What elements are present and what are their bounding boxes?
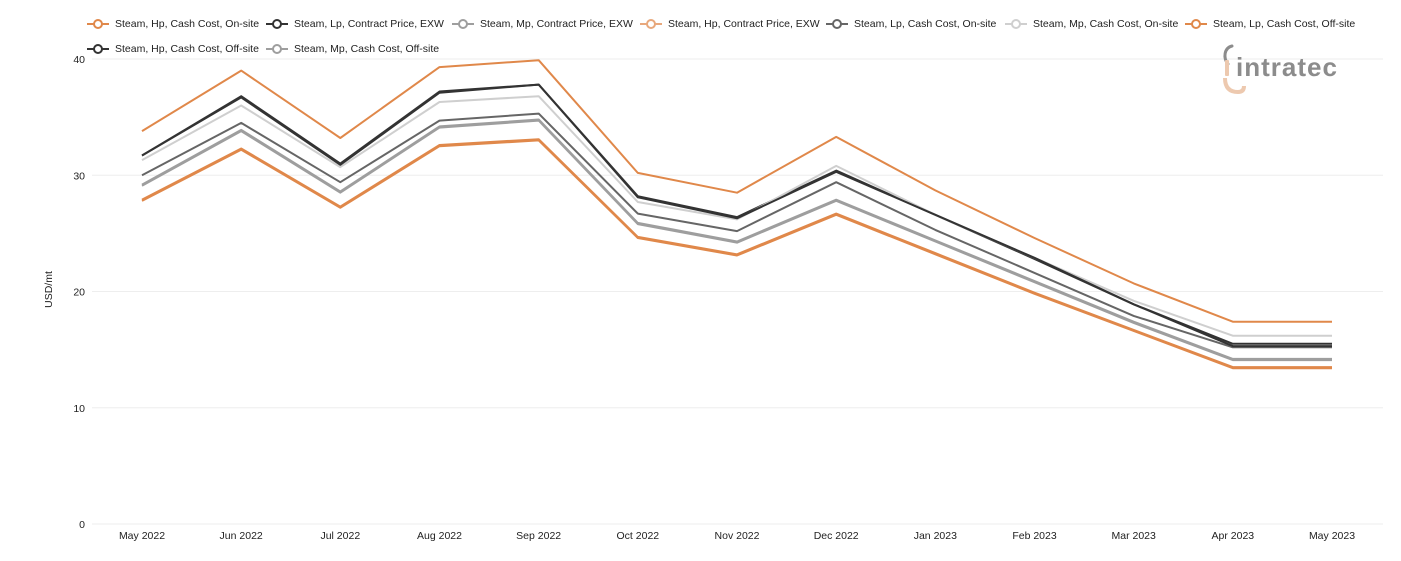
grid-lines — [92, 58, 1383, 525]
x-tick-label: May 2022 — [119, 530, 165, 542]
x-tick-label: Nov 2022 — [715, 530, 760, 542]
x-tick-label: Sep 2022 — [516, 530, 561, 542]
legend-label: Steam, Mp, Cash Cost, Off-site — [294, 43, 440, 55]
series-line-3 — [141, 118, 1332, 360]
legend-label: Steam, Lp, Cash Cost, On-site — [854, 18, 997, 30]
legend-item[interactable]: Steam, Lp, Cash Cost, Off-site — [1185, 18, 1355, 30]
legend-marker-icon — [87, 19, 109, 29]
legend-item[interactable]: Steam, Hp, Cash Cost, Off-site — [87, 43, 259, 55]
x-tick-label: Mar 2023 — [1111, 530, 1156, 542]
legend-marker-icon — [1005, 19, 1027, 29]
legend-label: Steam, Mp, Cash Cost, On-site — [1033, 18, 1179, 30]
legend-marker-icon — [266, 19, 288, 29]
x-tick-label: Jan 2023 — [914, 530, 957, 542]
series-line-1 — [141, 138, 1332, 369]
legend-marker-icon — [640, 19, 662, 29]
legend-item[interactable]: Steam, Mp, Cash Cost, On-site — [1005, 18, 1178, 30]
legend-marker-icon — [266, 44, 288, 54]
intratec-logo: intratec — [1222, 44, 1367, 96]
legend-label: Steam, Hp, Cash Cost, On-site — [115, 18, 260, 30]
y-tick-label: 40 — [73, 54, 85, 66]
legend-item[interactable]: Steam, Mp, Cash Cost, Off-site — [266, 43, 439, 55]
y-tick-label: 0 — [79, 519, 85, 531]
y-tick-label: 10 — [73, 403, 85, 415]
x-tick-label: Aug 2022 — [417, 530, 462, 542]
series-line-9 — [141, 119, 1332, 362]
series-line-6 — [141, 95, 1332, 337]
legend-marker-icon — [87, 44, 109, 54]
legend-item[interactable]: Steam, Lp, Contract Price, EXW — [266, 18, 444, 30]
legend-item[interactable]: Steam, Lp, Cash Cost, On-site — [826, 18, 996, 30]
legend-item[interactable]: Steam, Mp, Contract Price, EXW — [452, 18, 633, 30]
legend-label: Steam, Hp, Cash Cost, Off-site — [115, 43, 259, 55]
series-line-4 — [141, 59, 1332, 323]
series-lines — [141, 59, 1332, 370]
x-tick-label: Oct 2022 — [617, 530, 660, 542]
axes: 0 10 20 30 40 May 2022 Jun 2022 Jul 2022 Aug 202… — [73, 54, 1355, 542]
legend-marker-icon — [452, 19, 474, 29]
x-tick-label: Jun 2022 — [220, 530, 263, 542]
x-tick-label: Jul 2022 — [320, 530, 360, 542]
legend-label: Steam, Lp, Contract Price, EXW — [294, 18, 444, 30]
legend-item[interactable]: Steam, Hp, Cash Cost, On-site — [87, 18, 259, 30]
x-tick-label: Apr 2023 — [1212, 530, 1255, 542]
y-tick-label: 20 — [73, 287, 85, 299]
y-axis-label: USD/mt — [43, 271, 55, 308]
legend-marker-icon — [826, 19, 848, 29]
x-tick-label: Feb 2023 — [1012, 530, 1057, 542]
x-tick-label: May 2023 — [1309, 530, 1355, 542]
series-line-7 — [141, 139, 1332, 370]
y-tick-label: 30 — [73, 170, 85, 182]
series-line-8 — [141, 83, 1332, 348]
x-tick-label: Dec 2022 — [814, 530, 859, 542]
logo-text: intratec — [1236, 52, 1338, 82]
legend-marker-icon — [1185, 19, 1207, 29]
legend-item[interactable]: Steam, Hp, Contract Price, EXW — [640, 18, 820, 30]
legend-label: Steam, Mp, Contract Price, EXW — [480, 18, 633, 30]
legend-label: Steam, Lp, Cash Cost, Off-site — [1213, 18, 1356, 30]
series-line-5 — [141, 112, 1332, 349]
legend-label: Steam, Hp, Contract Price, EXW — [668, 18, 820, 30]
chart-legend: Steam, Hp, Cash Cost, On-site Steam, Lp, … — [0, 0, 1401, 60]
